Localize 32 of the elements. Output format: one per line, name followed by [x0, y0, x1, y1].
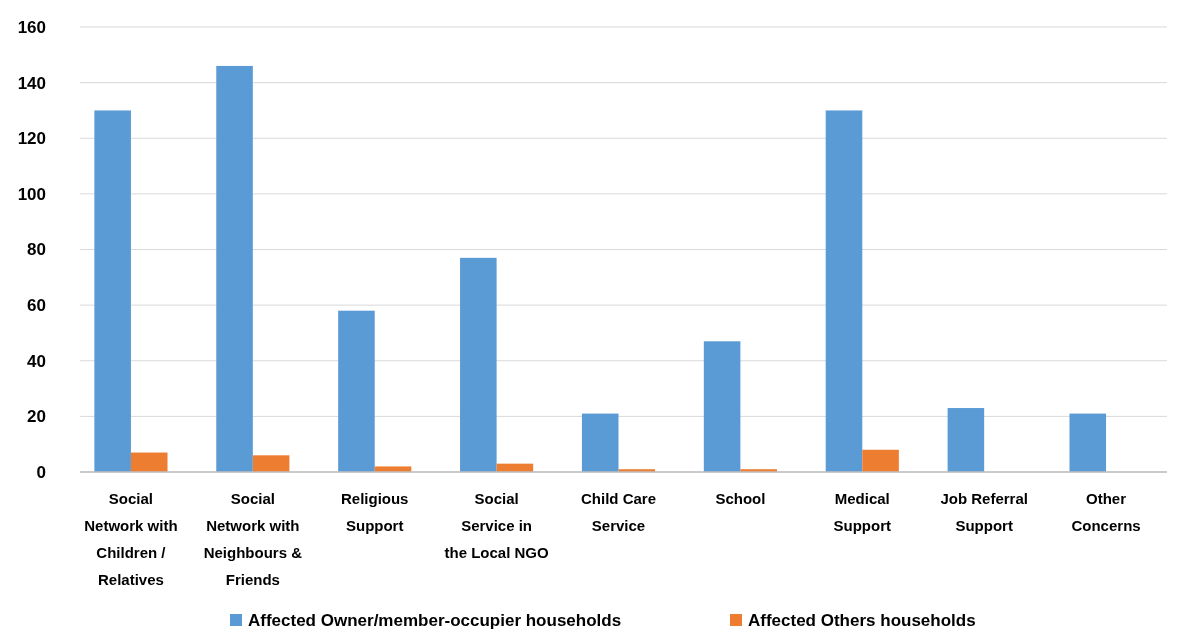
x-tick-label: Social Service in the Local NGO — [444, 490, 550, 561]
x-tick-label: Child Care Service — [580, 490, 657, 534]
x-tick-label: Medical Support — [833, 490, 892, 534]
bar — [947, 408, 985, 472]
y-tick-label: 60 — [27, 296, 46, 316]
y-tick-label: 40 — [27, 351, 46, 371]
bar — [130, 452, 168, 472]
y-tick-label: 20 — [27, 407, 46, 427]
y-tick-label: 120 — [17, 129, 46, 149]
bar — [1069, 413, 1107, 472]
x-tick-label: Other Concerns — [1071, 490, 1141, 534]
bar — [825, 110, 863, 472]
y-tick-label: 100 — [17, 184, 46, 204]
bar — [581, 413, 619, 472]
bar — [252, 455, 290, 472]
bar — [216, 65, 253, 472]
x-tick-label: School — [715, 490, 766, 507]
x-tick-label: Social Network with Neighbours & Friends — [203, 490, 303, 588]
bar — [338, 310, 375, 472]
legend-label: Affected Owner/member-occupier households — [248, 610, 622, 630]
bar — [703, 341, 741, 472]
y-tick-label: 140 — [17, 73, 46, 93]
y-tick-label: 160 — [17, 17, 46, 37]
bar — [862, 449, 899, 472]
y-tick-label: 80 — [27, 240, 46, 260]
x-tick-label: Job Referral Support — [940, 490, 1028, 534]
legend-label: Affected Others households — [748, 610, 976, 630]
bar — [94, 110, 131, 472]
x-tick-label: Social Network with Children / Relatives — [84, 490, 178, 588]
bar — [460, 257, 497, 472]
y-tick-label: 0 — [36, 462, 46, 482]
x-tick-label: Religious Support — [340, 490, 409, 534]
